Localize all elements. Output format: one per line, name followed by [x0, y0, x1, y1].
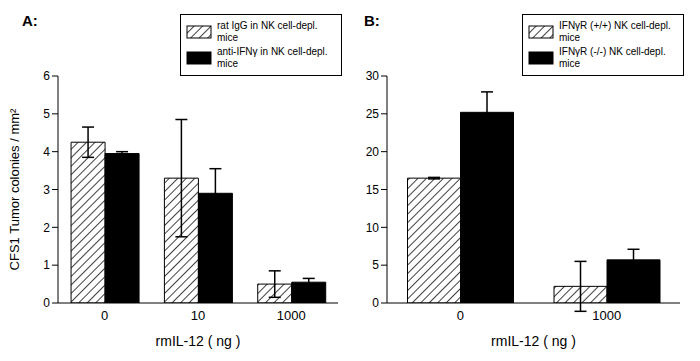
svg-text:25: 25 — [366, 107, 380, 121]
html-text:anti-IFNγ in NK cell-depl. mic: anti-IFNγ in NK cell-depl. mice — [217, 46, 328, 69]
svg-text:0: 0 — [457, 308, 464, 323]
html-text:B:: B: — [364, 12, 380, 29]
svg-text:0: 0 — [43, 296, 50, 310]
svg-text:CFS1 Tumor colonies / mm²: CFS1 Tumor colonies / mm² — [8, 108, 22, 270]
svg-text:5: 5 — [372, 258, 379, 272]
svg-text:0: 0 — [101, 308, 108, 323]
svg-text:1: 1 — [43, 258, 50, 272]
svg-text:0: 0 — [372, 296, 379, 310]
svg-text:rmIL-12 ( ng ): rmIL-12 ( ng ) — [156, 333, 241, 349]
svg-text:4: 4 — [43, 145, 50, 159]
svg-text:15: 15 — [366, 183, 380, 197]
svg-text:10: 10 — [366, 221, 380, 235]
svg-text:1000: 1000 — [592, 308, 621, 323]
svg-text:3: 3 — [43, 183, 50, 197]
svg-text:6: 6 — [43, 69, 50, 83]
html-text:A:: A: — [22, 12, 38, 29]
svg-text:rmIL-12 ( ng ): rmIL-12 ( ng ) — [491, 333, 576, 349]
html-text:IFNγR (-/-) NK cell-depl. mice: IFNγR (-/-) NK cell-depl. mice — [559, 46, 666, 69]
svg-text:2: 2 — [43, 221, 50, 235]
svg-text:30: 30 — [366, 69, 380, 83]
svg-text:10: 10 — [191, 308, 205, 323]
html-text:IFNγR (+/+) NK cell-depl. mice: IFNγR (+/+) NK cell-depl. mice — [559, 20, 671, 43]
svg-text:1000: 1000 — [277, 308, 306, 323]
html-text:rat IgG in NK cell-depl. mice: rat IgG in NK cell-depl. mice — [217, 20, 318, 43]
svg-text:5: 5 — [43, 107, 50, 121]
svg-text:20: 20 — [366, 145, 380, 159]
